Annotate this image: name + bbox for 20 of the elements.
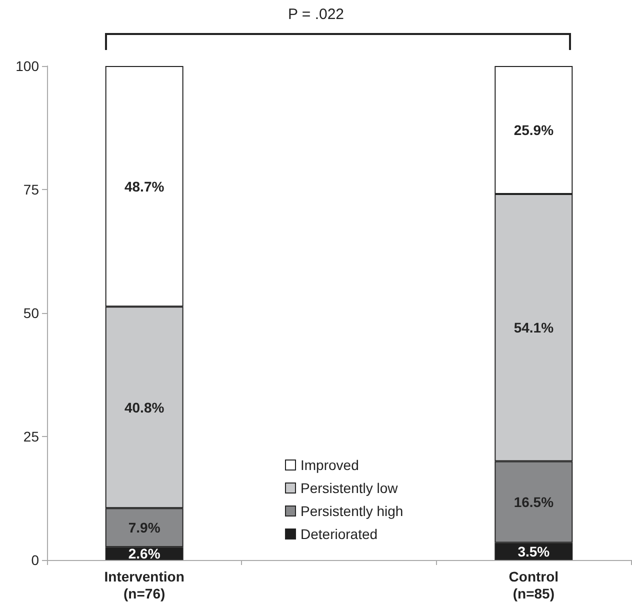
data-label: 16.5% (514, 494, 554, 510)
text: P = .022 (286, 6, 346, 23)
data-label: 40.8% (124, 399, 165, 416)
data-label: 48.7% (124, 178, 165, 194)
legend-label: Persistently low (300, 480, 399, 496)
legend-label: Deteriorated (300, 526, 378, 542)
data-label: 3.5% (518, 543, 550, 560)
legend-label: Persistently high (300, 503, 404, 519)
data-label: 54.1% (514, 320, 554, 336)
y-tick-label: 0 (31, 552, 40, 568)
y-tick-label: 75 (23, 182, 40, 198)
x-tick-label: Control (n=85) (508, 568, 559, 602)
x-tick-label: Intervention (n=76) (104, 568, 184, 602)
data-label: 25.9% (514, 122, 554, 138)
y-tick-label: 50 (23, 305, 40, 321)
y-tick-label: 100 (16, 58, 40, 74)
legend-label: Improved (300, 457, 359, 473)
data-label: 7.9% (128, 520, 161, 536)
data-label: 2.6% (128, 546, 161, 562)
y-tick-label: 25 (23, 428, 40, 444)
